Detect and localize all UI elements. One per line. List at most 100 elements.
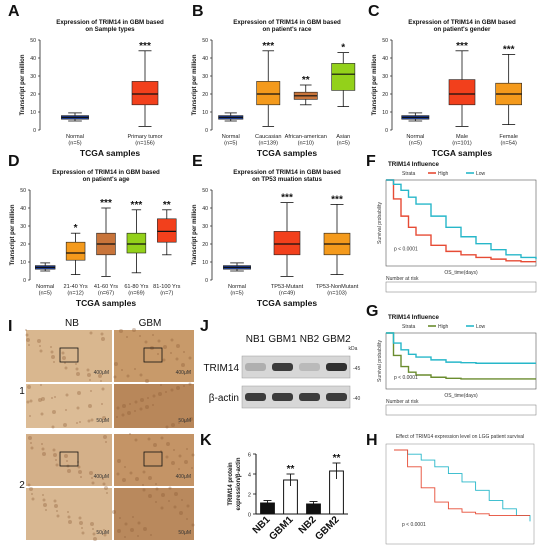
km-title: TRIM14 Influence [388,314,439,321]
ihc-stain-dot [176,344,180,348]
y-tick-label: 2 [248,493,251,499]
significance-label: ** [163,200,171,211]
ihc-stain-dot [160,384,162,386]
ihc-stain-dot [170,388,174,392]
ihc-stain-dot [165,391,167,393]
zoom-box [143,347,163,363]
ihc-stain-dot [45,509,47,511]
ihc-stain-dot [116,416,118,418]
ihc-stain-dot [87,373,91,377]
x-axis-title: TCGA samples [76,298,136,308]
blot-band [299,363,320,371]
chart-title: Expression of TRIM14 in GBM based [52,169,160,176]
ihc-stain-dot [147,437,151,441]
ihc-stain-dot [76,422,78,424]
y-tick-label: 50 [382,38,388,44]
ihc-stain-dot [119,517,121,519]
significance-label: *** [139,41,151,52]
y-tick-label: 10 [202,110,208,116]
chart-title: on patient's age [83,176,130,183]
blot-membrane [241,385,351,409]
ihc-stain-dot [90,522,94,526]
box-iqr [131,81,159,106]
ihc-stain-dot [162,358,166,362]
ihc-stain-dot [153,443,157,447]
ihc-stain-dot [137,521,141,525]
chart-title: Expression of TRIM14 in GBM based [408,19,516,26]
ihc-stain-dot [56,510,58,512]
ihc-stain-dot [117,459,121,463]
scale-label: 400μM [94,474,109,480]
ihc-stain-dot [171,461,175,465]
panel-letter-i: I [8,318,13,335]
ihc-stain-dot [31,497,35,501]
category-label: Primary tumor [127,134,162,140]
ihc-stain-dot [41,447,45,451]
km-frame [385,443,535,545]
y-tick-label: 20 [202,242,208,248]
ihc-stain-dot [148,476,152,480]
ihc-stain-dot [75,363,77,365]
x-axis-title: TCGA samples [257,148,317,158]
ihc-stain-dot [186,504,190,508]
ihc-stain-dot [28,344,30,346]
ihc-stain-dot [67,511,69,513]
blot-lane-label: NB2 [300,334,320,345]
ihc-tile [26,488,112,540]
category-label: (n=5) [230,291,243,297]
ihc-stain-dot [91,481,95,485]
ihc-stain-dot [132,516,134,518]
ihc-stain-dot [103,529,105,531]
ihc-stain-dot [26,338,30,342]
ihc-stain-dot [143,527,147,531]
category-label: Asian [336,134,350,140]
ihc-stain-dot [181,499,183,501]
blot-band [272,363,293,371]
y-axis-label: expression/β-actin [236,457,242,510]
ihc-stain-dot [98,374,102,378]
legend-title: Strata [402,324,416,330]
km-pvalue: p < 0.0001 [402,522,426,528]
blot-row-label: β-actin [209,393,239,404]
ihc-stain-dot [76,372,80,376]
ihc-stain-dot [127,411,131,415]
ihc-stain-dot [173,449,175,451]
ihc-stain-dot [191,467,193,469]
risk-table-frame [385,281,537,293]
ihc-stain-dot [25,333,29,337]
box-iqr [331,63,356,91]
panel-letter-a: A [8,3,20,20]
ihc-stain-dot [145,405,149,409]
ihc-stain-dot [121,413,125,417]
category-label: (n=67) [98,291,114,297]
ihc-stain-dot [90,418,94,422]
ihc-stain-dot [158,392,162,396]
ihc-stain-dot [134,400,138,404]
y-tick-label: 40 [20,206,26,212]
ihc-stain-dot [134,410,136,412]
ihc-stain-dot [29,399,33,403]
ihc-stain-dot [29,487,33,491]
x-axis-title: TCGA samples [257,298,317,308]
ihc-stain-dot [50,350,54,354]
box-iqr [157,218,177,243]
chart-title: on Sample types [85,26,135,33]
ihc-stain-dot [165,455,169,459]
category-label: (n=5) [337,141,350,147]
km-plot-f: TRIM14 Influence Strata High Low Survival pr… [377,161,537,293]
ihc-stain-dot [116,406,120,410]
ihc-stain-dot [56,514,60,518]
ihc-stain-dot [130,528,134,532]
ihc-stain-dot [92,532,96,536]
category-label: Caucasian [255,134,281,140]
y-tick-label: 0 [205,128,208,134]
x-axis-title: TCGA samples [80,148,140,158]
ihc-stain-dot [102,478,104,480]
ihc-stain-dot [29,415,31,417]
zoom-box [59,451,79,467]
blot-unit-label: kDa [349,346,358,352]
ihc-stain-dot [50,346,52,348]
ihc-stain-dot [100,380,102,382]
category-label: Male [456,134,468,140]
ihc-stain-dot [63,423,67,427]
